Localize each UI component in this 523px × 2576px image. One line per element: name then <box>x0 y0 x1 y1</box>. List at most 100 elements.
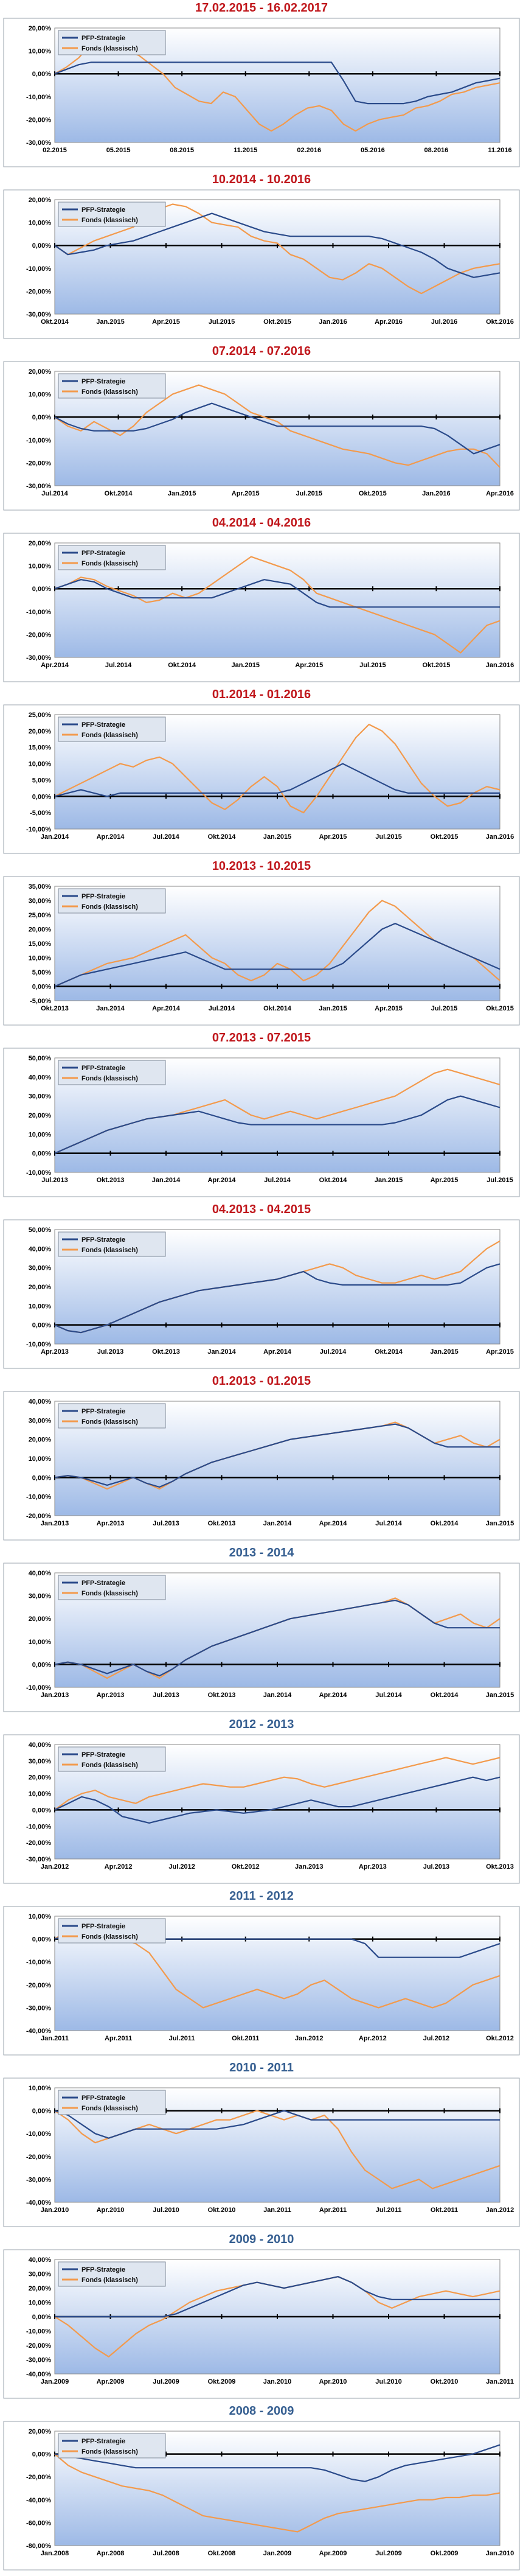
y-tick-label: 30,00% <box>29 898 52 905</box>
chart-svg: 40,00%30,00%20,00%10,00%0,00%-10,00%Jan.… <box>3 1563 520 1712</box>
x-tick-label: Jan.2016 <box>486 662 514 669</box>
x-tick-label: 08.2015 <box>170 147 194 154</box>
y-tick-label: -10,00% <box>26 1823 51 1830</box>
legend-label: PFP-Strategie <box>81 35 125 42</box>
x-tick-label: Apr.2014 <box>319 1520 348 1527</box>
y-tick-label: -10,00% <box>26 1494 51 1501</box>
y-tick-label: -20,00% <box>26 1513 51 1520</box>
x-tick-label: Jul.2015 <box>209 318 235 326</box>
chart-title: 2013 - 2014 <box>229 1546 294 1559</box>
series-line-pfp <box>55 2276 500 2318</box>
x-tick-label: Apr.2011 <box>105 2035 132 2042</box>
y-tick-label: -80,00% <box>26 2543 51 2550</box>
y-tick-label: 20,00% <box>29 1284 52 1291</box>
x-tick-label: Okt.2014 <box>168 662 196 669</box>
legend-label: Fonds (klassisch) <box>81 560 138 567</box>
chart-title: 01.2014 - 01.2016 <box>212 688 311 701</box>
y-tick-label: 0,00% <box>32 1661 51 1668</box>
legend-label: Fonds (klassisch) <box>81 903 138 911</box>
x-tick-label: Apr.2014 <box>97 833 125 841</box>
x-tick-label: Apr.2015 <box>295 662 323 669</box>
legend: PFP-Strategie Fonds (klassisch) <box>58 373 166 399</box>
x-tick-label: Jan.2013 <box>41 1520 69 1527</box>
chart-title: 2008 - 2009 <box>229 2404 294 2418</box>
y-tick-label: 0,00% <box>32 414 51 421</box>
x-tick-label: Jul.2010 <box>153 2207 179 2214</box>
x-tick-label: 02.2015 <box>43 147 67 154</box>
y-tick-label: 30,00% <box>29 1265 52 1272</box>
x-tick-label: Apr.2015 <box>232 490 260 497</box>
x-tick-label: Jul.2013 <box>41 1177 68 1184</box>
x-tick-label: Okt.2014 <box>105 490 133 497</box>
chart-title: 01.2013 - 01.2015 <box>212 1374 311 1388</box>
x-tick-label: Jan.2015 <box>486 1692 514 1699</box>
legend-label: PFP-Strategie <box>81 378 125 385</box>
x-tick-label: Okt.2015 <box>431 833 459 841</box>
x-tick-label: Apr.2016 <box>375 318 403 326</box>
chart-title: 07.2014 - 07.2016 <box>212 345 311 358</box>
legend-label: Fonds (klassisch) <box>81 1418 138 1426</box>
x-tick-label: 02.2016 <box>297 147 321 154</box>
chart-svg: 20,00%10,00%0,00%-10,00%-20,00%-30,00%Ju… <box>3 361 520 511</box>
x-tick-label: Apr.2014 <box>263 1348 292 1356</box>
y-tick-label: 10,00% <box>29 2300 52 2307</box>
x-tick-label: Apr.2014 <box>319 1692 348 1699</box>
legend: PFP-Strategie Fonds (klassisch) <box>58 2433 166 2459</box>
legend-label: PFP-Strategie <box>81 550 125 557</box>
x-tick-label: Jul.2015 <box>431 1005 457 1012</box>
x-tick-label: Okt.2014 <box>319 1177 348 1184</box>
series-line-fonds <box>54 556 500 654</box>
legend: PFP-Strategie Fonds (klassisch) <box>58 716 166 742</box>
x-tick-label: Apr.2015 <box>319 833 347 841</box>
series-line-fonds <box>54 1757 500 1811</box>
chart-svg: 10,00%0,00%-10,00%-20,00%-30,00%-40,00%J… <box>3 1906 520 2056</box>
x-tick-label: Jul.2012 <box>168 1863 195 1871</box>
legend-label: PFP-Strategie <box>81 1751 125 1759</box>
y-tick-label: 0,00% <box>32 793 51 800</box>
y-tick-label: -30,00% <box>26 2004 51 2012</box>
series-line-fonds <box>54 723 500 814</box>
x-tick-label: 05.2016 <box>361 147 385 154</box>
x-tick-label: Jul.2015 <box>359 662 386 669</box>
legend: PFP-Strategie Fonds (klassisch) <box>58 1746 166 1772</box>
x-tick-label: Apr.2012 <box>105 1863 133 1871</box>
y-tick-label: -20,00% <box>26 2342 51 2350</box>
legend-label: PFP-Strategie <box>81 206 125 214</box>
y-tick-label: 35,00% <box>29 883 52 891</box>
legend: PFP-Strategie Fonds (klassisch) <box>58 2261 166 2287</box>
y-tick-label: 20,00% <box>29 926 52 934</box>
x-tick-label: Jan.2015 <box>375 1177 403 1184</box>
y-tick-label: 30,00% <box>29 1593 52 1600</box>
x-tick-label: Apr.2012 <box>359 2035 387 2042</box>
x-tick-label: Jul.2015 <box>296 490 322 497</box>
x-tick-label: Apr.2013 <box>359 1863 387 1871</box>
y-tick-label: -20,00% <box>26 460 51 467</box>
chart-svg: 50,00% 40,00% 30,00% 20,00% 10,00% 0,00% -10,0… <box>3 1219 520 1369</box>
y-tick-label: -10,00% <box>26 2328 51 2336</box>
x-tick-label: Jan.2016 <box>422 490 450 497</box>
x-tick-label: Jul.2016 <box>431 318 457 326</box>
y-tick-label: 20,00% <box>29 1437 52 1444</box>
x-tick-label: Jul.2014 <box>264 1177 291 1184</box>
x-tick-label: Jul.2009 <box>375 2550 401 2557</box>
x-tick-label: Jul.2014 <box>375 1520 402 1527</box>
chart-panel: 40,00% 30,00% 20,00% 10,00% 0,00% -10,00% -20,… <box>0 2249 523 2401</box>
x-tick-label: 08.2016 <box>424 147 449 154</box>
y-tick-label: -20,00% <box>26 1982 51 1989</box>
chart-title: 10.2013 - 10.2015 <box>212 859 311 873</box>
chart-svg: 40,00% 30,00% 20,00% 10,00% 0,00% -10,00% -20,… <box>3 1734 520 1884</box>
chart-title: 2012 - 2013 <box>229 1718 294 1731</box>
x-tick-label: Apr.2014 <box>152 1005 181 1012</box>
x-tick-label: Apr.2015 <box>486 1348 514 1356</box>
x-tick-label: Jul.2012 <box>423 2035 449 2042</box>
x-tick-label: Jan.2012 <box>41 1863 69 1871</box>
x-tick-label: Jan.2015 <box>168 490 196 497</box>
x-tick-label: Jan.2015 <box>486 1520 514 1527</box>
series-line-pfp <box>54 1423 500 1488</box>
x-tick-label: Jan.2010 <box>263 2378 291 2385</box>
x-tick-label: Jul.2013 <box>97 1348 123 1356</box>
x-tick-label: Jan.2010 <box>41 2207 69 2214</box>
y-tick-label: -10,00% <box>26 826 51 833</box>
y-tick-label: -30,00% <box>26 2176 51 2183</box>
y-tick-label: 10,00% <box>29 48 52 55</box>
